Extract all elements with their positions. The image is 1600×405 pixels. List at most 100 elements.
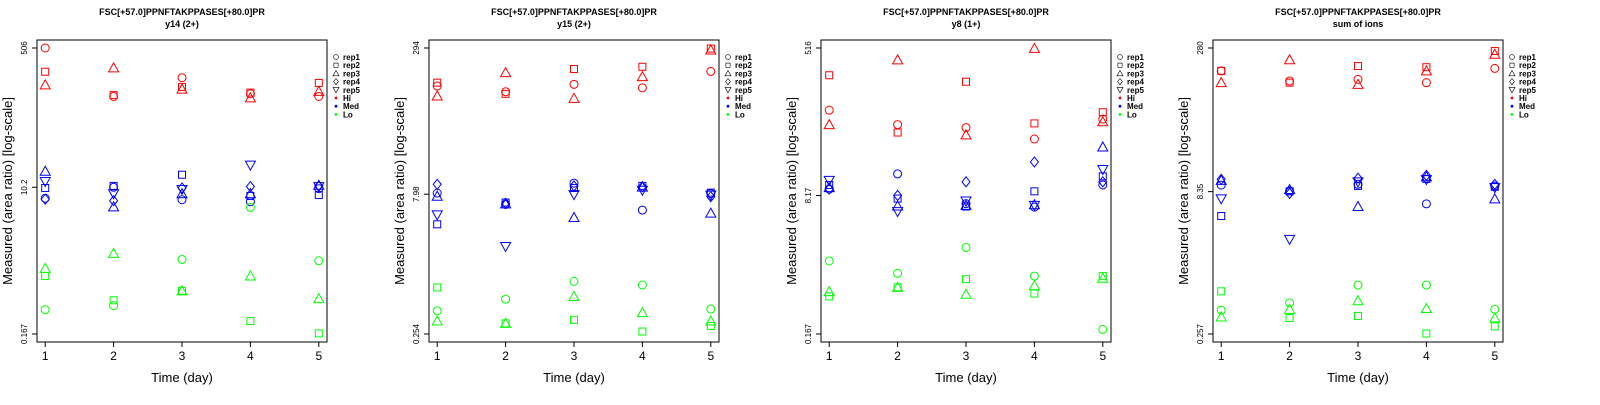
data-point-lo-rep1 <box>40 305 50 315</box>
legend-label: rep1 <box>735 53 752 62</box>
data-point-hi-rep3 <box>176 83 188 94</box>
x-tick-label: 4 <box>639 349 646 363</box>
x-axis-label: Time (day) <box>935 370 997 385</box>
data-point-hi-rep3 <box>1352 78 1364 89</box>
legend-symbol <box>1117 54 1123 60</box>
data-point-med-rep5 <box>39 176 52 188</box>
data-point-lo-rep2 <box>825 292 834 301</box>
data-point-lo-rep3 <box>244 269 257 281</box>
data-point-hi-rep3 <box>39 78 52 90</box>
legend-label: Hi <box>343 94 351 103</box>
data-point-hi-rep1 <box>109 91 119 101</box>
legend-label: Hi <box>735 94 743 103</box>
legend-label: rep5 <box>735 86 752 95</box>
x-tick-label: 3 <box>963 349 970 363</box>
y-tick-label: 7.98 <box>412 186 421 202</box>
legend-label: rep2 <box>1127 61 1144 70</box>
data-point-med-rep5 <box>244 160 257 172</box>
legend-marker-rep5 <box>332 87 340 94</box>
data-point-med-rep3 <box>1352 200 1364 212</box>
data-point-hi-rep3 <box>1028 42 1041 53</box>
data-point-med-rep4 <box>892 189 903 202</box>
legend-marker-rep2 <box>1509 62 1515 68</box>
data-point-hi-rep2 <box>1422 63 1431 72</box>
data-point-lo-rep1 <box>245 202 255 212</box>
legend-marker-rep1 <box>333 54 339 60</box>
x-axis-label: Time (day) <box>1327 370 1389 385</box>
legend-symbol <box>725 62 731 68</box>
legend-marker-rep2 <box>1117 62 1123 68</box>
data-point-med-rep5 <box>107 189 120 200</box>
legend-symbol <box>333 62 339 68</box>
data-point-med-rep5 <box>636 185 649 197</box>
legend-symbol <box>332 87 340 94</box>
data-point-hi-rep2 <box>638 62 647 71</box>
legend-marker-rep4 <box>1117 78 1123 86</box>
data-point-med-rep4 <box>637 180 648 193</box>
legend-marker-rep1 <box>725 54 731 60</box>
legend-dot-lo <box>726 113 730 116</box>
x-axis-label: Time (day) <box>151 370 213 385</box>
x-tick-label: 2 <box>110 349 117 363</box>
data-point-lo-rep3 <box>568 290 580 302</box>
legend-label: rep4 <box>343 78 360 87</box>
data-point-lo-rep1 <box>824 256 834 266</box>
data-point-hi-rep1 <box>1353 74 1363 84</box>
legend-label: Lo <box>735 110 745 119</box>
legend-marker-rep4 <box>1509 78 1515 86</box>
data-point-hi-rep3 <box>244 91 257 103</box>
data-point-hi-rep1 <box>1029 134 1039 144</box>
data-point-med-rep3 <box>891 199 904 211</box>
data-point-lo-rep2 <box>1217 287 1226 296</box>
legend-label: rep2 <box>1519 61 1536 70</box>
data-point-hi-rep2 <box>246 88 255 97</box>
data-point-lo-rep3 <box>1488 311 1501 323</box>
data-point-med-rep1 <box>177 195 187 205</box>
legend-marker-rep5 <box>724 87 732 94</box>
chart-panel-2: FSC[+57.0]PPNFTAKPPASES[+80.0]PR y15 (2+)… <box>392 7 752 385</box>
x-tick-label: 5 <box>707 349 714 363</box>
data-point-lo-rep2 <box>433 283 442 292</box>
data-point-lo-rep2 <box>706 321 715 330</box>
legend-label: rep1 <box>343 53 360 62</box>
data-point-lo-rep2 <box>246 317 255 326</box>
legend-label: rep2 <box>343 61 360 70</box>
data-point-hi-rep3 <box>636 70 649 82</box>
x-axis-label: Time (day) <box>543 370 605 385</box>
data-point-med-rep5 <box>704 190 717 202</box>
chart-subtitle: y8 (1+) <box>952 19 981 29</box>
legend-label: rep3 <box>1127 69 1144 78</box>
data-point-hi-rep3 <box>960 128 972 140</box>
data-point-lo-rep1 <box>501 294 511 304</box>
data-point-hi-rep3 <box>1215 76 1228 88</box>
data-point-lo-rep2 <box>41 271 50 280</box>
data-point-lo-rep1 <box>1285 298 1295 308</box>
data-point-lo-rep1 <box>432 306 442 316</box>
data-point-hi-rep1 <box>893 120 903 130</box>
legend-symbol <box>333 78 339 86</box>
data-point-med-rep4 <box>1029 156 1040 168</box>
x-tick-label: 2 <box>502 349 509 363</box>
chart-title: FSC[+57.0]PPNFTAKPPASES[+80.0]PR <box>1275 7 1441 17</box>
data-point-med-rep5 <box>1215 194 1228 205</box>
legend-label: Lo <box>1519 110 1529 119</box>
data-point-med-rep4 <box>177 182 187 194</box>
chart-title: FSC[+57.0]PPNFTAKPPASES[+80.0]PR <box>491 7 657 17</box>
y-tick-label: 280 <box>1196 41 1205 55</box>
data-point-hi-rep2 <box>41 67 50 76</box>
data-point-med-rep4 <box>961 176 971 188</box>
data-point-hi-rep1 <box>1490 63 1500 73</box>
legend-symbol <box>1509 78 1515 86</box>
legend-label: rep4 <box>735 78 752 87</box>
data-point-med-rep3 <box>244 187 257 199</box>
plot-frame <box>36 39 328 343</box>
data-point-hi-rep3 <box>107 61 120 73</box>
legend-marker-rep4 <box>725 78 731 86</box>
data-point-lo-rep3 <box>1283 303 1296 314</box>
legend-symbol <box>724 69 732 77</box>
data-point-med-rep5 <box>312 182 325 193</box>
data-point-med-rep3 <box>960 199 972 210</box>
data-point-lo-rep3 <box>39 262 52 273</box>
legend-symbol <box>1509 54 1515 60</box>
